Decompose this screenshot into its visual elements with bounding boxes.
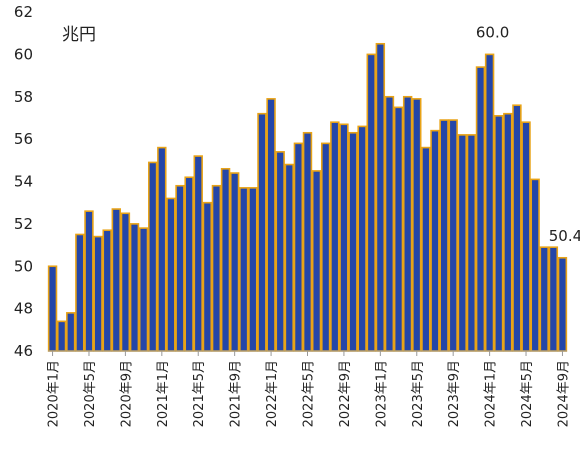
bar xyxy=(193,155,203,352)
bar xyxy=(157,146,167,352)
bar xyxy=(330,121,340,352)
bar xyxy=(202,201,213,352)
bar xyxy=(184,176,194,352)
y-tick-label: 52 xyxy=(14,215,33,233)
y-tick-label: 58 xyxy=(14,88,33,106)
bar xyxy=(493,115,504,352)
x-tick-label: 2024年1月 xyxy=(484,360,499,427)
x-tick-label: 2024年9月 xyxy=(556,360,571,427)
bar xyxy=(66,312,76,352)
bar xyxy=(384,95,395,352)
bar xyxy=(248,187,258,352)
bar xyxy=(557,256,568,352)
bar xyxy=(220,167,231,352)
x-tick-label: 2022年1月 xyxy=(265,360,280,427)
bar xyxy=(75,233,85,352)
y-tick-label: 54 xyxy=(14,173,33,191)
y-tick-label: 50 xyxy=(14,257,33,275)
y-tick-label: 46 xyxy=(14,342,33,360)
y-tick-label: 60 xyxy=(14,45,33,63)
bar xyxy=(266,98,276,352)
bar xyxy=(302,131,313,352)
data-labels: 60.0 50.4 xyxy=(476,23,580,244)
x-tick-label: 2024年5月 xyxy=(520,360,535,427)
bar xyxy=(120,212,131,352)
bar xyxy=(430,129,440,352)
bar xyxy=(339,123,349,352)
y-tick-label: 56 xyxy=(14,130,33,148)
bar xyxy=(402,95,413,352)
x-tick-label: 2020年9月 xyxy=(119,360,134,427)
bar xyxy=(412,98,422,352)
bar xyxy=(512,104,522,352)
bar xyxy=(503,112,513,352)
bar xyxy=(375,42,386,352)
bar xyxy=(348,131,358,352)
bar xyxy=(311,170,322,352)
x-tick-label: 2022年9月 xyxy=(338,360,353,427)
bar xyxy=(530,178,540,352)
bar xyxy=(239,187,249,352)
bar xyxy=(175,184,185,352)
bar xyxy=(129,223,140,352)
bar xyxy=(138,227,149,352)
bar xyxy=(275,151,285,352)
bar xyxy=(257,112,267,352)
data-label: 50.4 xyxy=(549,227,580,245)
x-tick-label: 2023年1月 xyxy=(374,360,389,427)
bar xyxy=(466,134,477,352)
bar xyxy=(93,235,103,352)
bar xyxy=(448,119,458,352)
x-tick-label: 2020年1月 xyxy=(47,360,62,427)
bar xyxy=(111,208,122,352)
bar xyxy=(421,146,431,352)
bar xyxy=(475,66,486,352)
y-tick-label: 48 xyxy=(14,300,33,318)
bar xyxy=(47,265,58,352)
bar xyxy=(102,229,112,352)
bar xyxy=(293,142,304,352)
bar xyxy=(284,163,294,352)
x-tick-label: 2023年5月 xyxy=(411,360,426,427)
bar xyxy=(457,134,467,352)
bar xyxy=(439,119,449,352)
bar-series xyxy=(47,42,568,352)
unit-label: 兆円 xyxy=(62,25,96,45)
x-tick-label: 2023年9月 xyxy=(447,360,462,427)
x-tick-label: 2022年5月 xyxy=(302,360,317,427)
bar xyxy=(229,172,240,352)
bar xyxy=(521,121,531,352)
bar xyxy=(357,125,367,352)
bar xyxy=(320,142,331,352)
x-tick-label: 2021年1月 xyxy=(156,360,171,427)
bar xyxy=(548,246,559,352)
x-tick-label: 2021年5月 xyxy=(192,360,207,427)
x-tick-label: 2020年5月 xyxy=(83,360,98,427)
bar xyxy=(539,246,549,352)
bar xyxy=(56,320,67,352)
bar xyxy=(148,161,158,352)
y-axis: 46 48 50 52 54 56 58 60 62 xyxy=(14,3,33,360)
bar xyxy=(211,184,222,352)
x-axis: 2020年1月 2020年5月 2020年9月 2021年1月 2021年5月 2021年… xyxy=(47,351,571,427)
y-tick-label: 62 xyxy=(14,3,33,21)
bar xyxy=(393,106,404,352)
bar xyxy=(366,53,376,352)
data-label: 60.0 xyxy=(476,23,509,41)
x-tick-label: 2021年9月 xyxy=(229,360,244,427)
bar xyxy=(484,53,495,352)
bar xyxy=(84,210,94,352)
bar xyxy=(166,197,176,352)
